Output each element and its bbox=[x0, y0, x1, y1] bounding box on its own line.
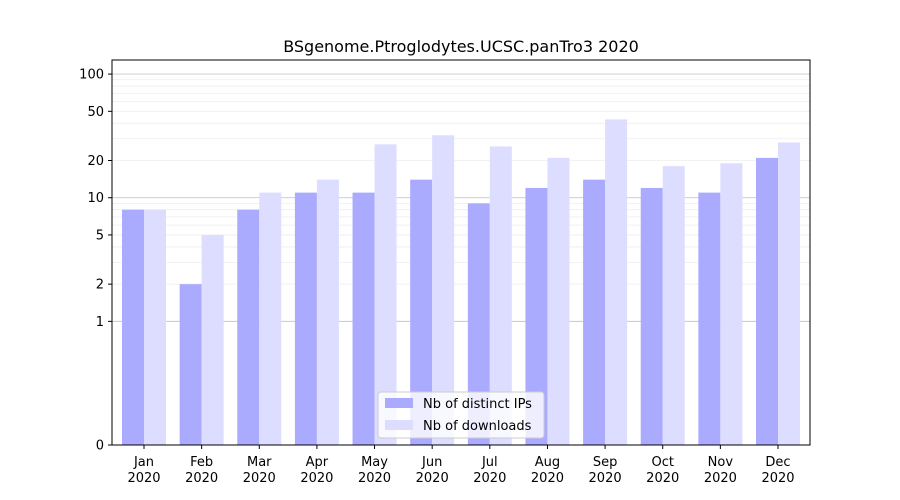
bar-downloads bbox=[259, 192, 282, 445]
x-tick-label-month: Dec bbox=[765, 455, 790, 470]
legend-label-ips: Nb of distinct IPs bbox=[423, 397, 532, 412]
legend-label-downloads: Nb of downloads bbox=[423, 419, 532, 434]
bar-downloads bbox=[662, 166, 685, 445]
y-tick-label: 1 bbox=[96, 315, 104, 330]
bar-downloads bbox=[144, 209, 166, 445]
y-tick-label: 0 bbox=[96, 439, 104, 454]
bar-downloads bbox=[778, 142, 800, 445]
x-tick-label-year: 2020 bbox=[358, 471, 391, 486]
bar-distinct-ips bbox=[237, 209, 260, 445]
bar-distinct-ips bbox=[179, 284, 202, 445]
y-tick-label: 2 bbox=[96, 278, 104, 293]
x-tick-label-month: Jun bbox=[421, 455, 442, 470]
bar-downloads bbox=[489, 146, 512, 445]
bars bbox=[122, 119, 800, 446]
bar-distinct-ips bbox=[698, 192, 721, 445]
bar-distinct-ips bbox=[352, 192, 375, 445]
x-tick-label-year: 2020 bbox=[531, 471, 564, 486]
x-tick-label-month: Mar bbox=[247, 455, 272, 470]
bar-distinct-ips bbox=[525, 187, 548, 445]
x-tick-label-month: Nov bbox=[708, 455, 734, 470]
x-tick-label-year: 2020 bbox=[704, 471, 737, 486]
x-tick-label-month: Feb bbox=[190, 455, 213, 470]
plot-frame bbox=[111, 59, 811, 446]
grid-lines bbox=[112, 73, 810, 322]
x-tick-label-year: 2020 bbox=[127, 471, 160, 486]
x-tick-label-month: Sep bbox=[593, 455, 618, 470]
bar-distinct-ips bbox=[756, 157, 778, 446]
bar-downloads bbox=[201, 234, 224, 445]
x-tick-label-month: Apr bbox=[306, 455, 329, 470]
x-tick-label-month: Jan bbox=[133, 455, 154, 470]
y-axis: 0 1 2 5 10 20 50 100 bbox=[79, 68, 112, 454]
bar-distinct-ips bbox=[467, 203, 490, 445]
bar-downloads bbox=[605, 119, 628, 445]
x-tick-label-year: 2020 bbox=[473, 471, 506, 486]
chart-title: BSgenome.Ptroglodytes.UCSC.panTro3 2020 bbox=[283, 37, 639, 56]
y-tick-label: 50 bbox=[87, 105, 104, 120]
x-tick-label-year: 2020 bbox=[416, 471, 449, 486]
bar-downloads bbox=[316, 179, 339, 446]
legend-swatch-downloads bbox=[385, 420, 413, 430]
x-axis: Jan2020Feb2020Mar2020Apr2020May2020Jun20… bbox=[127, 445, 795, 486]
legend: Nb of distinct IPs Nb of downloads bbox=[377, 391, 545, 439]
x-tick-label-year: 2020 bbox=[589, 471, 622, 486]
bar-distinct-ips bbox=[583, 179, 606, 446]
bar-distinct-ips bbox=[294, 192, 317, 445]
x-tick-label-year: 2020 bbox=[185, 471, 218, 486]
legend-swatch-ips bbox=[385, 398, 413, 408]
bar-downloads bbox=[720, 163, 743, 445]
x-tick-label-month: May bbox=[361, 455, 388, 470]
y-tick-label: 100 bbox=[79, 68, 104, 83]
bar-downloads bbox=[374, 144, 397, 445]
x-tick-label-month: Jul bbox=[481, 455, 498, 470]
x-tick-label-month: Oct bbox=[651, 455, 673, 470]
bar-distinct-ips bbox=[410, 179, 433, 446]
x-tick-label-year: 2020 bbox=[761, 471, 794, 486]
bar-distinct-ips bbox=[122, 209, 144, 445]
x-tick-label-year: 2020 bbox=[300, 471, 333, 486]
y-tick-label: 10 bbox=[87, 191, 104, 206]
y-tick-label: 20 bbox=[87, 154, 104, 169]
x-tick-label-year: 2020 bbox=[646, 471, 679, 486]
bar-downloads bbox=[432, 135, 455, 445]
legend-box bbox=[377, 391, 545, 439]
bar-downloads bbox=[547, 157, 570, 446]
y-tick-label: 5 bbox=[96, 228, 104, 243]
x-tick-label-month: Aug bbox=[535, 455, 560, 470]
x-tick-label-year: 2020 bbox=[243, 471, 276, 486]
bar-distinct-ips bbox=[640, 187, 663, 445]
